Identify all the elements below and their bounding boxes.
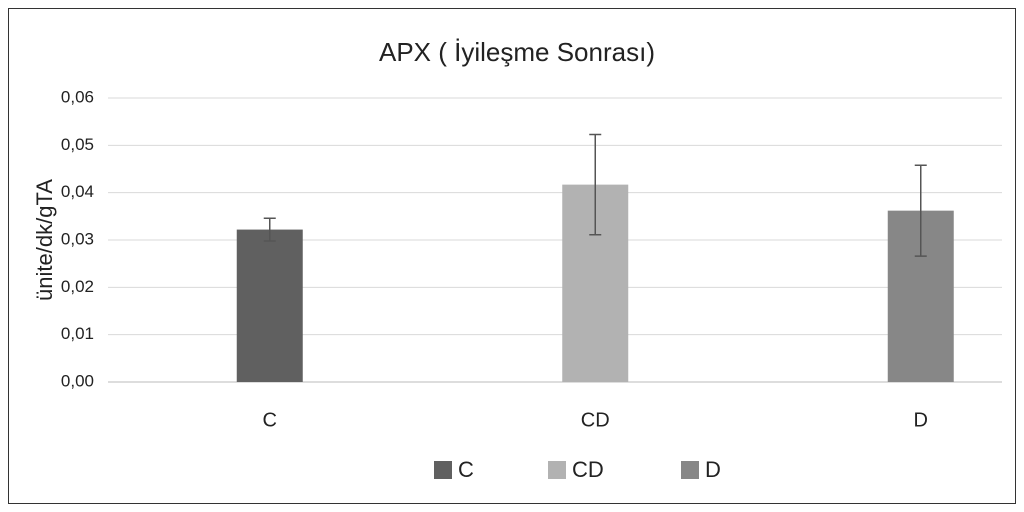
error-bar: [263, 217, 276, 242]
y-tick-label: 0,04: [61, 182, 94, 201]
legend-swatch: [681, 461, 699, 479]
legend-label: D: [705, 457, 721, 482]
y-tick-label: 0,00: [61, 371, 94, 390]
chart-frame: [8, 8, 1016, 504]
y-tick-label: 0,06: [61, 87, 94, 106]
x-tick-label: C: [263, 409, 277, 431]
error-bar: [914, 164, 927, 257]
legend-swatch: [434, 461, 452, 479]
x-tick-label: CD: [581, 409, 610, 431]
y-tick-label: 0,05: [61, 135, 94, 154]
x-tick-label: D: [914, 409, 928, 431]
y-tick-label: 0,02: [61, 277, 94, 296]
chart-title: APX ( İyileşme Sonrası): [379, 37, 655, 67]
legend-label: CD: [572, 457, 604, 482]
legend-swatch: [548, 461, 566, 479]
y-tick-label: 0,01: [61, 324, 94, 343]
legend-label: C: [458, 457, 474, 482]
error-bar: [589, 133, 602, 236]
bar: [236, 229, 303, 382]
y-axis-label: ünite/dk/gTA: [32, 179, 57, 301]
y-tick-label: 0,03: [61, 229, 94, 248]
